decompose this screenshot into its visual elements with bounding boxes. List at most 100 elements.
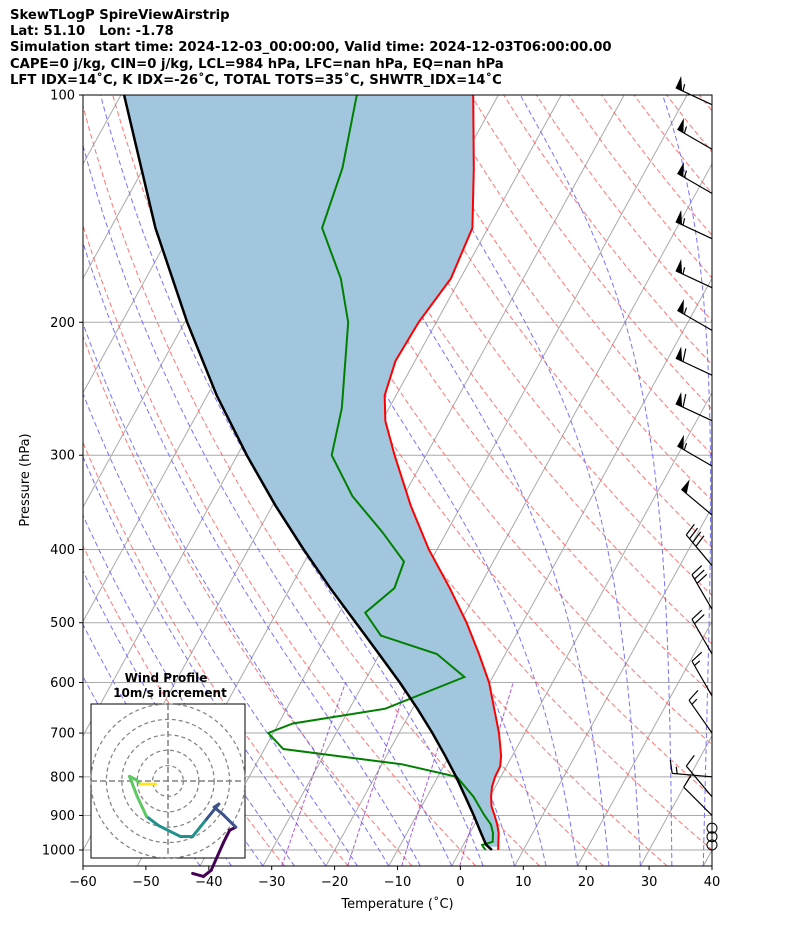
wind-profile-inset: Wind Profile 10m/s increment (90, 671, 246, 878)
wind-barb (691, 609, 713, 655)
x-tick-label: −60 (69, 875, 96, 890)
x-tick-label: −20 (321, 875, 348, 890)
barb-half-flag (683, 126, 688, 134)
temperature-line (383, 95, 503, 851)
hodograph-segment (144, 814, 161, 828)
barb-full-flag (689, 527, 699, 540)
y-tick-label: 900 (50, 809, 75, 824)
wind-barb (675, 346, 713, 376)
inset-subtitle: 10m/s increment (113, 686, 227, 700)
barb-pennant (677, 434, 684, 450)
barb-full-flag (694, 614, 705, 625)
hodograph-segment (157, 824, 182, 838)
barb-full-flag (691, 609, 703, 620)
x-tick-label: 20 (578, 875, 595, 890)
barb-shaft (675, 403, 713, 422)
barb-full-flag (685, 523, 695, 536)
parcel-line (122, 95, 493, 851)
hodograph-segment (221, 813, 238, 829)
chart-title: SkewTLogP SpireViewAirstrip (10, 8, 230, 23)
hodograph-segment (221, 828, 232, 845)
x-tick-label: 40 (704, 875, 721, 890)
wind-barb (691, 565, 713, 610)
barb-full-flag (669, 760, 673, 774)
barb-pennant (677, 162, 684, 177)
barb-half-flag (682, 267, 686, 275)
dry-adiabat (340, 95, 712, 596)
inset-hodograph (90, 703, 246, 878)
dry-adiabat (535, 95, 712, 322)
dry-adiabat (666, 95, 712, 153)
isotherm-line (514, 506, 712, 866)
cape-fills (124, 95, 502, 847)
moist-adiabat (83, 392, 358, 866)
barb-shaft (685, 765, 713, 798)
isotherm-line (639, 734, 712, 866)
hodograph-segment (209, 841, 225, 872)
dry-adiabat (405, 95, 712, 502)
mixing-ratio-line (347, 682, 409, 866)
x-axis-ticks: −60 −50 −40 −30 −20 −10 0 10 20 30 40 (69, 866, 720, 890)
wind-barb (683, 775, 713, 816)
profiles (122, 95, 503, 851)
x-tick-label: 30 (641, 875, 658, 890)
barb-shaft (675, 357, 713, 376)
barb-shaft (683, 786, 713, 816)
x-tick-label: −40 (195, 875, 222, 890)
hodograph-segment (191, 819, 207, 838)
hodograph-segment (128, 774, 139, 798)
barb-full-flag (691, 565, 703, 576)
hodograph-segment (191, 871, 205, 878)
barb-half-flag (683, 307, 688, 315)
y-tick-label: 600 (50, 676, 75, 691)
indices-line-1: CAPE=0 j/kg, CIN=0 j/kg, LCL=984 hPa, LF… (10, 56, 504, 72)
mixing-ratio-line (459, 682, 514, 866)
x-axis-label: Temperature (˚C) (340, 896, 453, 912)
barb-pennant (677, 299, 684, 314)
barb-full-flag (696, 573, 708, 584)
barb-half-flag (682, 218, 686, 226)
barb-half-flag (683, 170, 688, 178)
dry-adiabat (764, 95, 794, 866)
x-tick-label: −10 (384, 875, 411, 890)
x-tick-label: −50 (132, 875, 159, 890)
wind-barb (677, 299, 713, 331)
barb-full-flag (691, 651, 703, 662)
dry-adiabat (307, 95, 712, 645)
dry-adiabat (275, 95, 712, 695)
wind-barb (691, 651, 713, 697)
isotherm-line (577, 620, 712, 866)
y-tick-label: 800 (50, 770, 75, 785)
inset-title: Wind Profile (125, 671, 208, 685)
barb-pennant (675, 210, 683, 225)
wind-barb (669, 760, 713, 778)
dry-adiabat (372, 95, 712, 549)
wind-barb (677, 434, 713, 467)
wind-barb (675, 210, 713, 240)
barb-full-flag (682, 393, 687, 408)
hodograph-segment (201, 868, 213, 878)
barb-full-flag (695, 535, 705, 547)
moist-adiabat (234, 95, 578, 866)
location-line: Lat: 51.10 Lon: -1.78 (10, 24, 174, 40)
y-tick-label: 100 (50, 89, 75, 104)
y-tick-label: 700 (50, 727, 75, 742)
barb-full-flag (694, 569, 705, 580)
barb-pennant (675, 76, 683, 91)
dry-adiabat (698, 95, 712, 112)
isotherm-line (262, 95, 688, 866)
indices-line-2: LFT IDX=14˚C, K IDX=-26˚C, TOTAL TOTS=35… (10, 72, 502, 88)
cin-shading (124, 95, 502, 847)
hodograph-segment (203, 802, 221, 823)
barb-shaft (691, 574, 713, 610)
wind-barb (685, 755, 713, 798)
isotherm-line (766, 95, 794, 866)
wind-barb (688, 689, 713, 734)
wind-barb (685, 523, 713, 566)
moist-adiabat (83, 455, 327, 866)
barb-full-flag (688, 689, 699, 701)
wind-barb (677, 162, 713, 194)
mixing-ratio-line (281, 682, 346, 866)
barb-half-flag (682, 84, 686, 92)
wind-barb (675, 76, 713, 106)
